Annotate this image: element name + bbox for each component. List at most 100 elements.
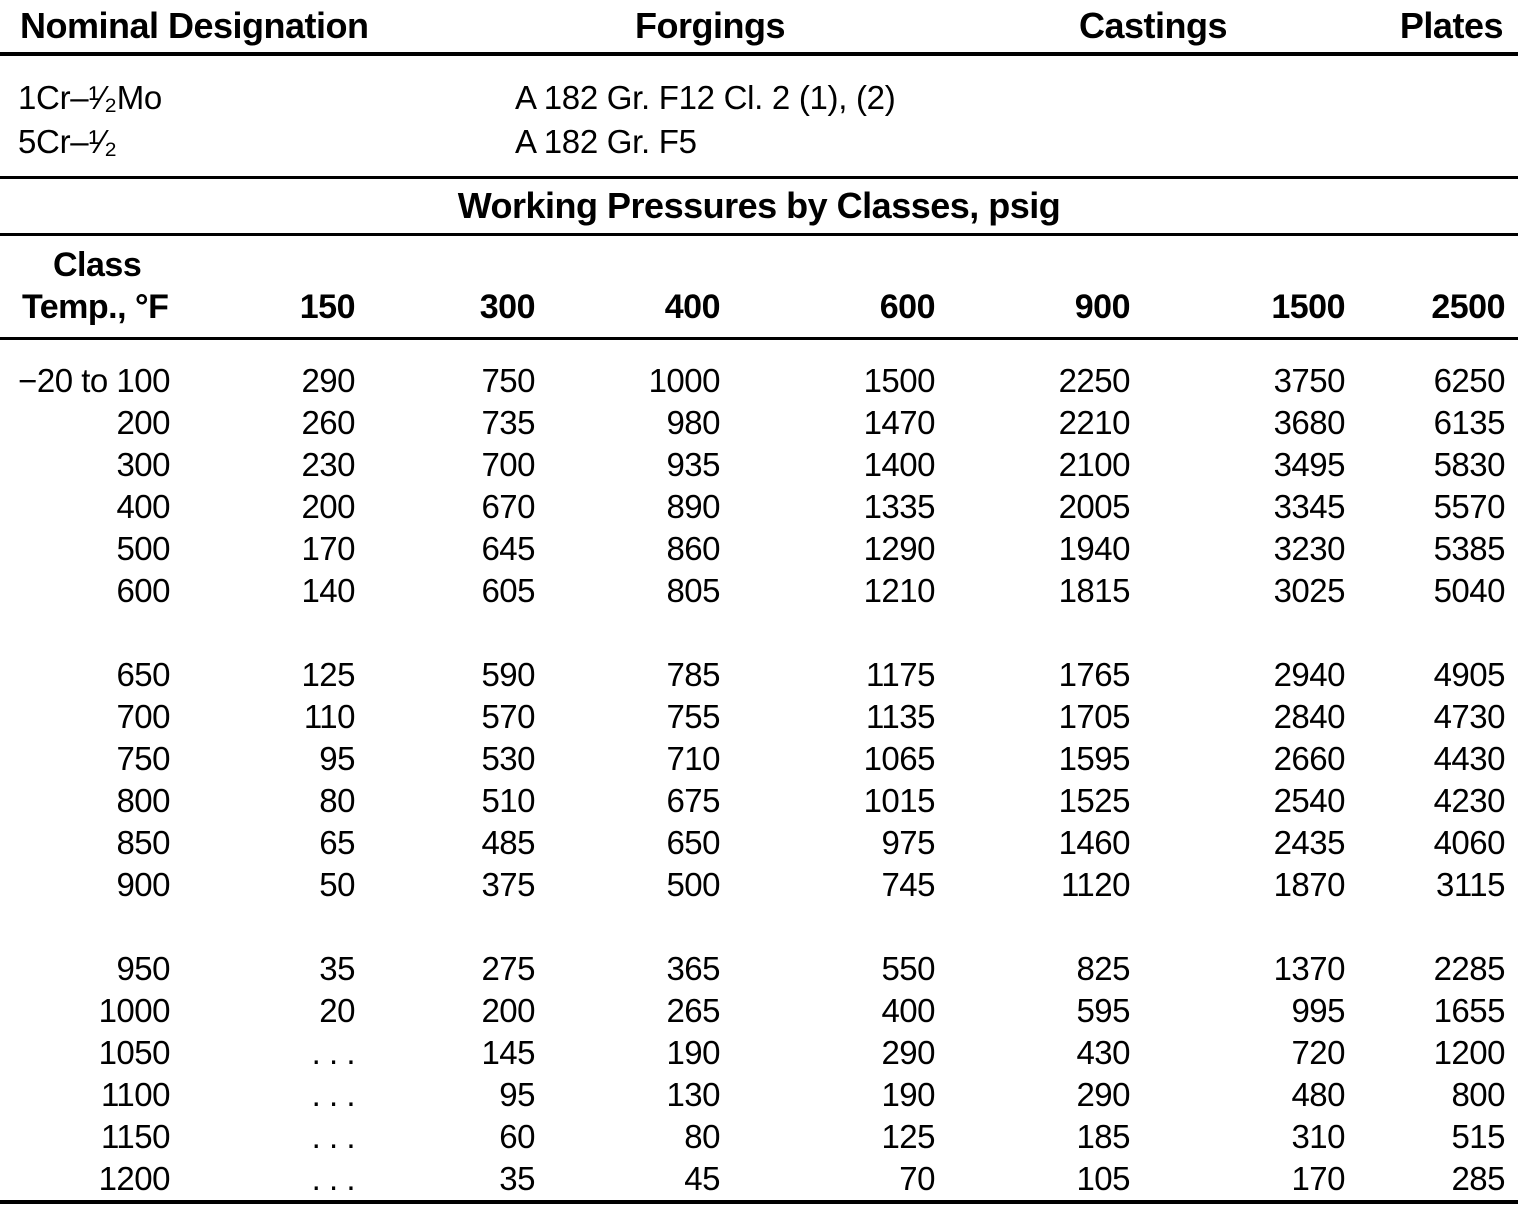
- pressure-cell: 190: [881, 1076, 935, 1113]
- pressure-cell: 130: [666, 1076, 720, 1113]
- pressure-cell: 5040: [1433, 572, 1506, 609]
- pressure-cell: 4730: [1433, 698, 1506, 735]
- material-forgings-spec: A 182 Gr. F12 Cl. 2 (1), (2): [515, 79, 896, 116]
- pressure-cell: 995: [1291, 992, 1345, 1029]
- pressure-cell: 500: [666, 866, 720, 903]
- pressure-cell: 935: [666, 446, 720, 483]
- pressure-cell: 375: [481, 866, 535, 903]
- pressure-cell: 515: [1451, 1118, 1505, 1155]
- pressure-cell: 1470: [863, 404, 936, 441]
- pressure-cell: 805: [666, 572, 720, 609]
- pressure-cell: 510: [481, 782, 535, 819]
- pressure-cell: 3115: [1436, 866, 1505, 903]
- pressure-cell: 50: [319, 866, 355, 903]
- pressure-cell: 2210: [1058, 404, 1131, 441]
- horizontal-rule: [0, 337, 1518, 340]
- pressure-cell: 745: [881, 866, 935, 903]
- class-label: 1500: [1271, 288, 1345, 326]
- pressure-cell: 3345: [1273, 488, 1346, 525]
- pressure-cell: 1940: [1058, 530, 1131, 567]
- header-castings: Castings: [1078, 5, 1228, 46]
- table-row: 900 50 375 500 745 1120 1870 3115: [0, 864, 1518, 906]
- table-row: 400 200 670 890 1335 2005 3345 5570: [0, 486, 1518, 528]
- pressure-cell: 125: [301, 656, 355, 693]
- temp-cell: 400: [116, 488, 170, 525]
- pressure-cell: 1000: [648, 362, 721, 399]
- pressure-cell: 1210: [863, 572, 936, 609]
- pressure-cell: 2285: [1433, 950, 1506, 987]
- pressure-cell: 190: [666, 1034, 720, 1071]
- pressure-cell: 5385: [1433, 530, 1506, 567]
- class-label: 400: [664, 288, 721, 326]
- pressure-cell: 785: [666, 656, 720, 693]
- pressure-cell: 35: [499, 1160, 535, 1197]
- pressure-cell: 2840: [1273, 698, 1346, 735]
- temp-cell: 1000: [98, 992, 171, 1029]
- table-row: 600 140 605 805 1210 1815 3025 5040: [0, 570, 1518, 612]
- pressure-cell: 105: [1076, 1160, 1130, 1197]
- horizontal-rule: [0, 176, 1518, 179]
- pressure-cell: 1705: [1058, 698, 1131, 735]
- pressure-cell: 2435: [1273, 824, 1346, 861]
- class-label: 2500: [1431, 288, 1505, 326]
- table-row: 1050 . . . 145 190 290 430 720 1200: [0, 1032, 1518, 1074]
- pressure-cell: 4430: [1433, 740, 1506, 777]
- pressure-cell: 230: [301, 446, 355, 483]
- pressure-cell: 700: [481, 446, 535, 483]
- temp-cell: 850: [116, 824, 170, 861]
- temp-cell: 600: [116, 572, 170, 609]
- pressure-cell: 3025: [1273, 572, 1346, 609]
- pressure-cell: . . .: [311, 1118, 356, 1155]
- pressure-cell: 1595: [1058, 740, 1131, 777]
- pressure-cell: 275: [481, 950, 535, 987]
- pressure-cell: 755: [666, 698, 720, 735]
- pressure-cell: 45: [684, 1160, 720, 1197]
- pressure-cell: 825: [1076, 950, 1130, 987]
- pressure-cell: 1335: [863, 488, 936, 525]
- pressure-cell: 2660: [1273, 740, 1346, 777]
- class-label: 150: [299, 288, 356, 326]
- pressure-cell: 4060: [1433, 824, 1506, 861]
- material-designation: 1Cr–¹⁄₂Mo: [18, 79, 162, 116]
- table-row: −20 to 100 290 750 1000 1500 2250 3750 6…: [0, 360, 1518, 402]
- pressure-cell: 2250: [1058, 362, 1131, 399]
- class-label: 900: [1074, 288, 1131, 326]
- pressure-cell: 65: [319, 824, 355, 861]
- header-plates: Plates: [1399, 5, 1504, 46]
- table-row: 1000 20 200 265 400 595 995 1655: [0, 990, 1518, 1032]
- pressure-cell: 1370: [1273, 950, 1346, 987]
- pressure-cell: 1175: [866, 656, 935, 693]
- pressure-cell: 595: [1076, 992, 1130, 1029]
- pressure-cell: 1460: [1058, 824, 1131, 861]
- pressure-cell: 675: [666, 782, 720, 819]
- table-row: 850 65 485 650 975 1460 2435 4060: [0, 822, 1518, 864]
- pressure-cell: 4230: [1433, 782, 1506, 819]
- table-row: 650 125 590 785 1175 1765 2940 4905: [0, 654, 1518, 696]
- pressure-cell: 6250: [1433, 362, 1506, 399]
- temp-cell: 200: [116, 404, 170, 441]
- temp-cell: 1200: [98, 1160, 171, 1197]
- pressure-cell: 605: [481, 572, 535, 609]
- temp-cell: 650: [116, 656, 170, 693]
- pressure-cell: 140: [301, 572, 355, 609]
- temp-cell: 500: [116, 530, 170, 567]
- pressure-cell: 200: [481, 992, 535, 1029]
- pressure-cell: 2005: [1058, 488, 1131, 525]
- pressure-cell: 4905: [1433, 656, 1506, 693]
- pressure-cell: 310: [1291, 1118, 1345, 1155]
- table-row: 200 260 735 980 1470 2210 3680 6135: [0, 402, 1518, 444]
- pressure-cell: 645: [481, 530, 535, 567]
- class-header-line2: Temp., °F 150 300 400 600 900 1500 2500: [0, 286, 1518, 328]
- pressure-cell: 290: [301, 362, 355, 399]
- pressure-cell: 400: [881, 992, 935, 1029]
- pressure-cell: 95: [499, 1076, 535, 1113]
- pressure-cell: 750: [481, 362, 535, 399]
- pressure-cell: 110: [303, 698, 356, 735]
- pressure-cell: 290: [881, 1034, 935, 1071]
- class-label: 600: [879, 288, 936, 326]
- pressure-cell: 720: [1291, 1034, 1345, 1071]
- pressure-cell: 2100: [1058, 446, 1131, 483]
- pressure-cell: 170: [301, 530, 355, 567]
- pressure-table: −20 to 100 290 750 1000 1500 2250 3750 6…: [0, 340, 1518, 1200]
